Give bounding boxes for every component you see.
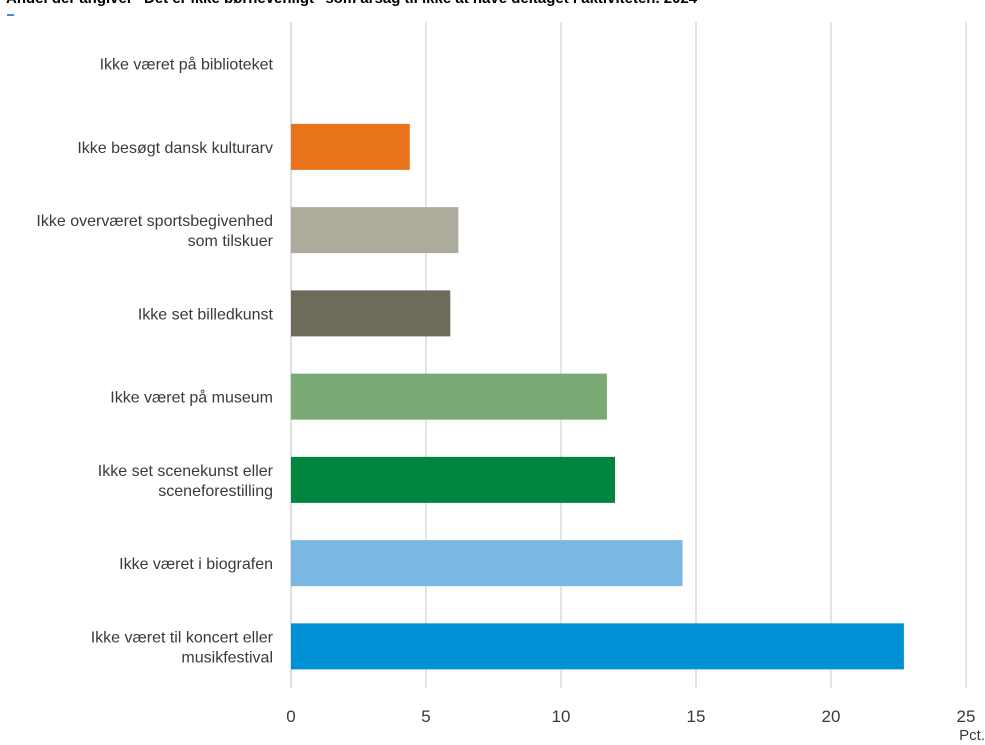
x-tick-label: 10 bbox=[552, 707, 571, 726]
x-tick-label: 0 bbox=[286, 707, 295, 726]
bar bbox=[291, 373, 607, 420]
bar bbox=[291, 540, 683, 587]
x-axis-unit-label: Pct. bbox=[959, 727, 985, 744]
bar bbox=[291, 290, 451, 337]
bar bbox=[291, 623, 904, 670]
x-tick-label: 5 bbox=[421, 707, 430, 726]
chart-title: Andel der angiver "Det er ikke børnevenl… bbox=[6, 0, 981, 8]
bars bbox=[291, 123, 904, 670]
category-label: Ikke været på biblioteket bbox=[100, 56, 274, 74]
category-label: musikfestival bbox=[181, 649, 273, 666]
category-label: Ikke overværet sportsbegivenhed bbox=[36, 213, 273, 230]
category-label: Ikke været på museum bbox=[110, 389, 273, 407]
bar bbox=[291, 207, 459, 254]
category-labels: Ikke været på biblioteket Ikke besøgt dan… bbox=[36, 56, 273, 667]
gridlines bbox=[290, 22, 967, 688]
title-marker bbox=[7, 14, 14, 16]
bar bbox=[291, 123, 410, 170]
x-tick-label: 20 bbox=[822, 707, 841, 726]
category-label: Ikke besøgt dansk kulturarv bbox=[77, 140, 273, 157]
category-label: sceneforestilling bbox=[158, 483, 273, 500]
category-label: Ikke været til koncert eller bbox=[91, 629, 274, 646]
x-tick-label: 25 bbox=[957, 707, 976, 726]
category-label: Ikke været i biografen bbox=[119, 556, 273, 573]
category-label: Ikke set billedkunst bbox=[138, 306, 274, 323]
x-tick-label: 15 bbox=[687, 707, 706, 726]
bar bbox=[291, 456, 615, 503]
category-label: som tilskuer bbox=[188, 233, 274, 250]
x-axis-ticks: 0 5 10 15 20 25 bbox=[286, 707, 975, 726]
category-label: Ikke set scenekunst eller bbox=[98, 463, 274, 480]
